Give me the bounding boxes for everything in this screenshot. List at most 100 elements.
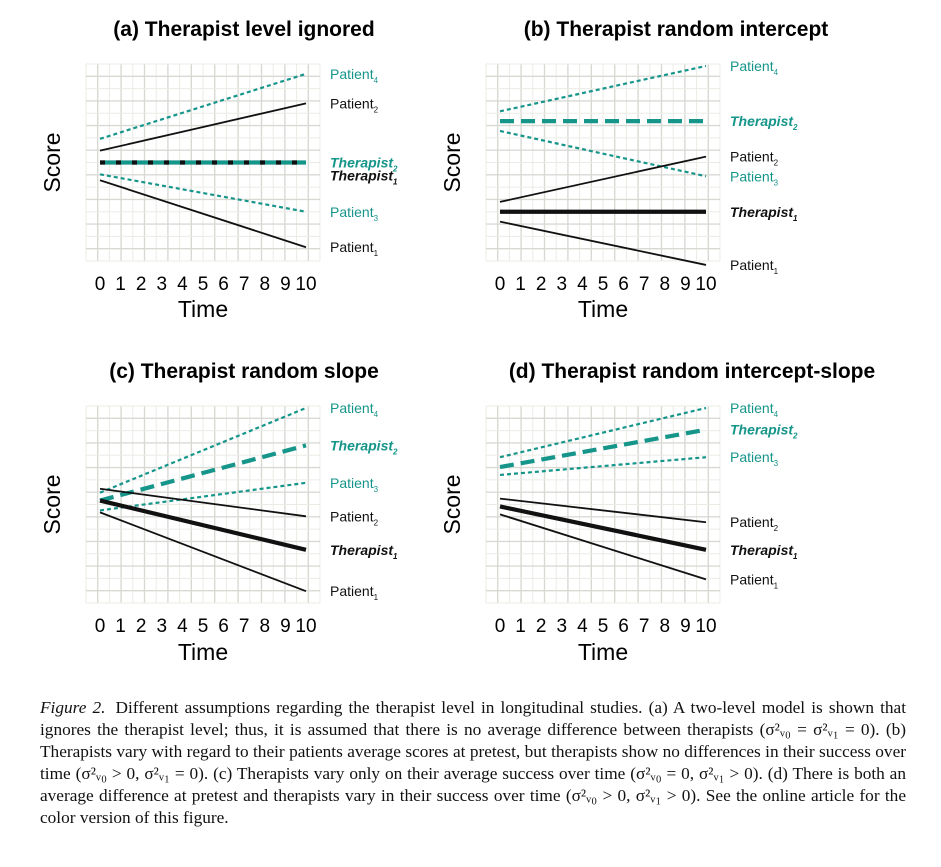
- series-line-therapist2: [99, 443, 307, 503]
- series-label-patient1: Patient1: [330, 583, 379, 602]
- x-tick-label: 2: [136, 616, 147, 637]
- panel-title: (a) Therapist level ignored: [113, 18, 374, 41]
- series-line-patient4: [499, 64, 707, 113]
- x-tick-label: 4: [577, 274, 588, 295]
- series-line-patient2: [99, 487, 307, 518]
- panel-title: (c) Therapist random slope: [109, 360, 379, 383]
- x-tick-label: 1: [515, 616, 526, 637]
- x-tick-label: 10: [295, 274, 316, 295]
- series-line-patient4: [99, 406, 307, 494]
- x-tick-label: 4: [177, 616, 188, 637]
- caption-math-b: σ²ᵥ₀ > 0, σ²ᵥ₁ = 0: [81, 764, 199, 783]
- series-label-therapist2: Therapist2: [730, 422, 798, 441]
- caption-math-a: σ²ᵥ₀ = σ²ᵥ₁ = 0: [765, 720, 870, 739]
- x-tick-label: 5: [598, 616, 609, 637]
- x-tick-label: 1: [115, 274, 126, 295]
- series-line-patient1: [499, 220, 707, 266]
- series-label-therapist2: Therapist2: [730, 113, 798, 132]
- series-label-patient4: Patient4: [730, 58, 779, 77]
- x-tick-label: 6: [218, 616, 229, 637]
- x-tick-label: 10: [695, 274, 716, 295]
- series-label-patient1: Patient1: [730, 571, 779, 590]
- x-tick-label: 5: [198, 616, 209, 637]
- x-axis-label: Time: [178, 639, 228, 665]
- caption-math-d: σ²ᵥ₀ > 0, σ²ᵥ₁ > 0: [571, 786, 691, 805]
- panel-3: (c) Therapist random slope Patient4 Therap…: [39, 360, 398, 665]
- panel-1: (a) Therapist level ignored Patient4 Patie…: [39, 18, 398, 322]
- x-tick-label: 7: [639, 274, 650, 295]
- x-tick-label: 2: [136, 274, 147, 295]
- x-tick-label: 7: [639, 616, 650, 637]
- series-label-patient4: Patient4: [330, 66, 379, 85]
- x-tick-label: 3: [557, 274, 568, 295]
- y-axis-label: Score: [439, 474, 465, 534]
- series-label-patient2: Patient2: [730, 149, 779, 168]
- series-line-therapist1: [499, 504, 707, 552]
- series-line-therapist1: [99, 498, 307, 552]
- x-tick-label: 0: [495, 274, 506, 295]
- series-label-patient3: Patient3: [730, 449, 779, 468]
- series-line-patient2: [99, 102, 307, 152]
- x-tick-label: 10: [295, 616, 316, 637]
- x-tick-label: 4: [177, 274, 188, 295]
- x-tick-label: 2: [536, 274, 547, 295]
- x-tick-label: 8: [260, 616, 271, 637]
- x-tick-label: 5: [598, 274, 609, 295]
- x-tick-label: 3: [157, 616, 168, 637]
- series-label-therapist2: Therapist2: [330, 437, 398, 456]
- x-tick-label: 8: [660, 274, 671, 295]
- series-line-therapist2: [499, 427, 707, 470]
- y-axis-label: Score: [39, 474, 65, 534]
- x-tick-label: 9: [680, 274, 691, 295]
- series-label-therapist2: Therapist2: [330, 155, 398, 174]
- x-axis-label: Time: [578, 296, 628, 322]
- series-label-patient3: Patient3: [330, 475, 379, 494]
- figure-caption: Figure 2. Different assumptions regarding…: [40, 697, 906, 829]
- caption-text-4: ). (d) There is both an average differen…: [40, 764, 906, 805]
- x-tick-label: 8: [260, 274, 271, 295]
- series-line-patient1: [499, 513, 707, 581]
- x-tick-label: 9: [280, 616, 291, 637]
- x-tick-label: 1: [115, 616, 126, 637]
- series-line-patient3: [499, 129, 707, 178]
- x-tick-label: 6: [218, 274, 229, 295]
- panel-4: (d) Therapist random intercept-slope Pati…: [439, 360, 875, 665]
- x-tick-label: 5: [198, 274, 209, 295]
- series-label-patient4: Patient4: [330, 400, 379, 419]
- x-tick-label: 2: [536, 616, 547, 637]
- series-label-patient2: Patient2: [330, 508, 379, 527]
- grid: [85, 405, 321, 604]
- series-line-patient4: [499, 406, 707, 459]
- x-tick-label: 7: [239, 274, 250, 295]
- series-line-patient4: [99, 72, 307, 140]
- grid: [485, 63, 721, 262]
- x-tick-label: 9: [680, 616, 691, 637]
- series-label-therapist1: Therapist1: [730, 204, 798, 223]
- x-tick-label: 8: [660, 616, 671, 637]
- series-label-patient3: Patient3: [330, 204, 379, 223]
- x-tick-label: 1: [515, 274, 526, 295]
- x-axis-label: Time: [178, 296, 228, 322]
- caption-math-c: σ²ᵥ₀ = 0, σ²ᵥ₁ > 0: [636, 764, 753, 783]
- x-tick-label: 6: [618, 274, 629, 295]
- x-tick-label: 10: [695, 616, 716, 637]
- x-axis-label: Time: [578, 639, 628, 665]
- figure-panels: (a) Therapist level ignored Patient4 Patie…: [39, 18, 875, 665]
- x-tick-label: 6: [618, 616, 629, 637]
- caption-figure-label: Figure 2.: [40, 698, 106, 717]
- series-label-therapist1: Therapist1: [730, 542, 798, 561]
- y-axis-label: Score: [439, 132, 465, 192]
- caption-text-2: ). (b) Therapists vary with regard to th…: [40, 720, 906, 783]
- caption-text-3: ). (c) Therapists vary only on their ave…: [198, 764, 636, 783]
- panel-2: (b) Therapist random intercept Patient4 Th…: [439, 18, 828, 322]
- x-tick-label: 3: [557, 616, 568, 637]
- panel-title: (b) Therapist random intercept: [524, 18, 829, 41]
- series-label-patient4: Patient4: [730, 400, 779, 419]
- x-tick-label: 9: [280, 274, 291, 295]
- series-line-patient1: [99, 511, 307, 593]
- series-label-therapist1: Therapist1: [330, 542, 398, 561]
- series-label-patient1: Patient1: [730, 257, 779, 276]
- series-label-patient1: Patient1: [330, 239, 379, 258]
- series-line-patient2: [499, 155, 707, 203]
- x-tick-label: 0: [495, 616, 506, 637]
